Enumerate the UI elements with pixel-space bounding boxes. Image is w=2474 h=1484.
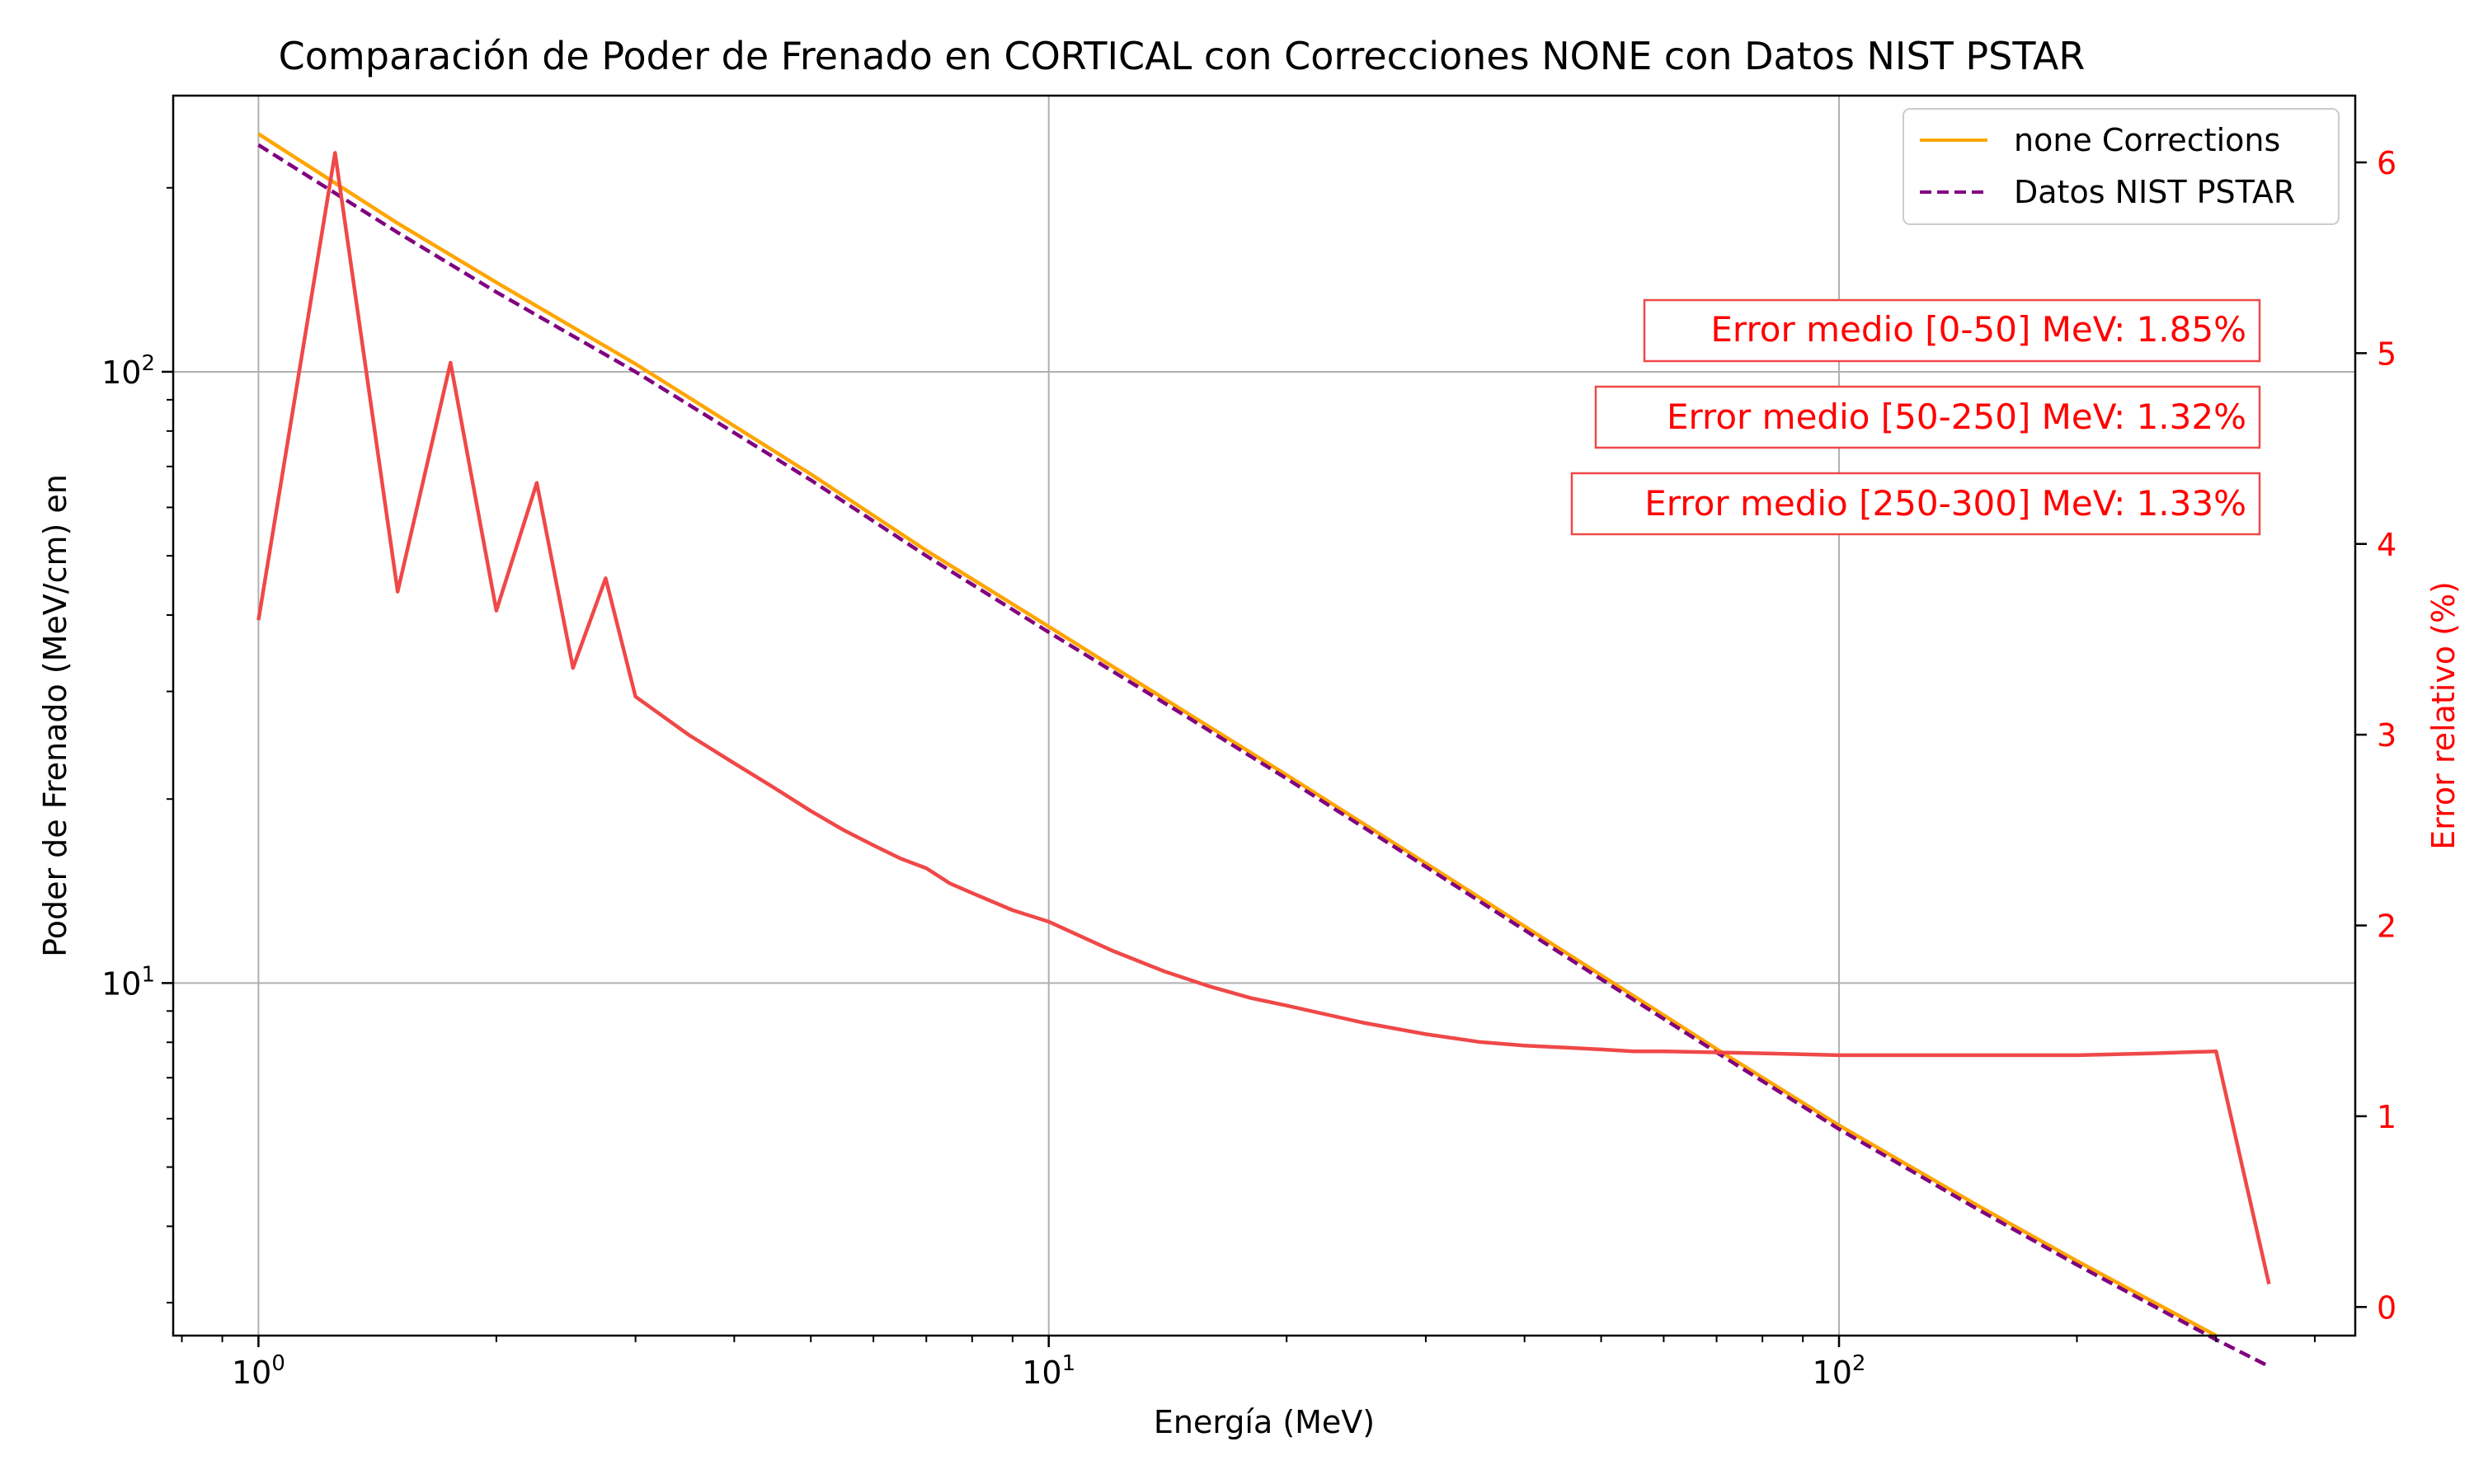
y2-tick-label: 6 [2377, 145, 2396, 181]
y2-tick-label: 5 [2377, 336, 2396, 372]
y2-tick-label: 1 [2377, 1099, 2396, 1135]
axis-ticks: 100 101 102 101 102 0 1 2 3 4 5 6 [101, 145, 2396, 1391]
annotation-0-50: Error medio [0-50] MeV: 1.85% [1710, 309, 2246, 350]
series-line-2 [256, 151, 2271, 1284]
chart-title: Comparación de Poder de Frenado en CORTI… [279, 34, 2086, 78]
annotation-50-250: Error medio [50-250] MeV: 1.32% [1667, 397, 2246, 437]
annotation-box-250-300 [1570, 472, 2261, 536]
series-line-1 [257, 143, 2270, 1369]
annotation-250-300: Error medio [250-300] MeV: 1.33% [1644, 483, 2246, 524]
y2-tick-label: 3 [2377, 717, 2396, 754]
y-tick-label: 102 [101, 351, 155, 391]
x-tick-label: 100 [232, 1351, 285, 1391]
legend-label-none-corrections: none Corrections [2014, 122, 2280, 158]
x-tick-label: 101 [1022, 1351, 1075, 1391]
y2-axis-title: Error relativo (%) [2425, 581, 2462, 850]
series-line-0 [257, 132, 2218, 1337]
x-axis-title: Energía (MeV) [1154, 1404, 1375, 1440]
legend-label-nist-pstar: Datos NIST PSTAR [2014, 174, 2295, 210]
annotation-box-0-50 [1643, 298, 2261, 363]
series-layer [256, 132, 2271, 1369]
legend-box [1903, 108, 2340, 225]
y2-tick-label: 0 [2377, 1289, 2396, 1326]
plot-frame [172, 94, 2357, 1337]
y2-tick-label: 4 [2377, 527, 2396, 563]
annotation-box-50-250 [1594, 385, 2261, 449]
x-tick-label: 102 [1813, 1351, 1866, 1391]
y-axis-title: Poder de Frenado (MeV/cm) en [37, 474, 73, 957]
y2-tick-label: 2 [2377, 909, 2396, 945]
legend: none Corrections Datos NIST PSTAR [1903, 108, 2340, 225]
y-tick-label: 101 [101, 962, 155, 1002]
error-annotations: Error medio [0-50] MeV: 1.85% Error medi… [1570, 298, 2261, 536]
